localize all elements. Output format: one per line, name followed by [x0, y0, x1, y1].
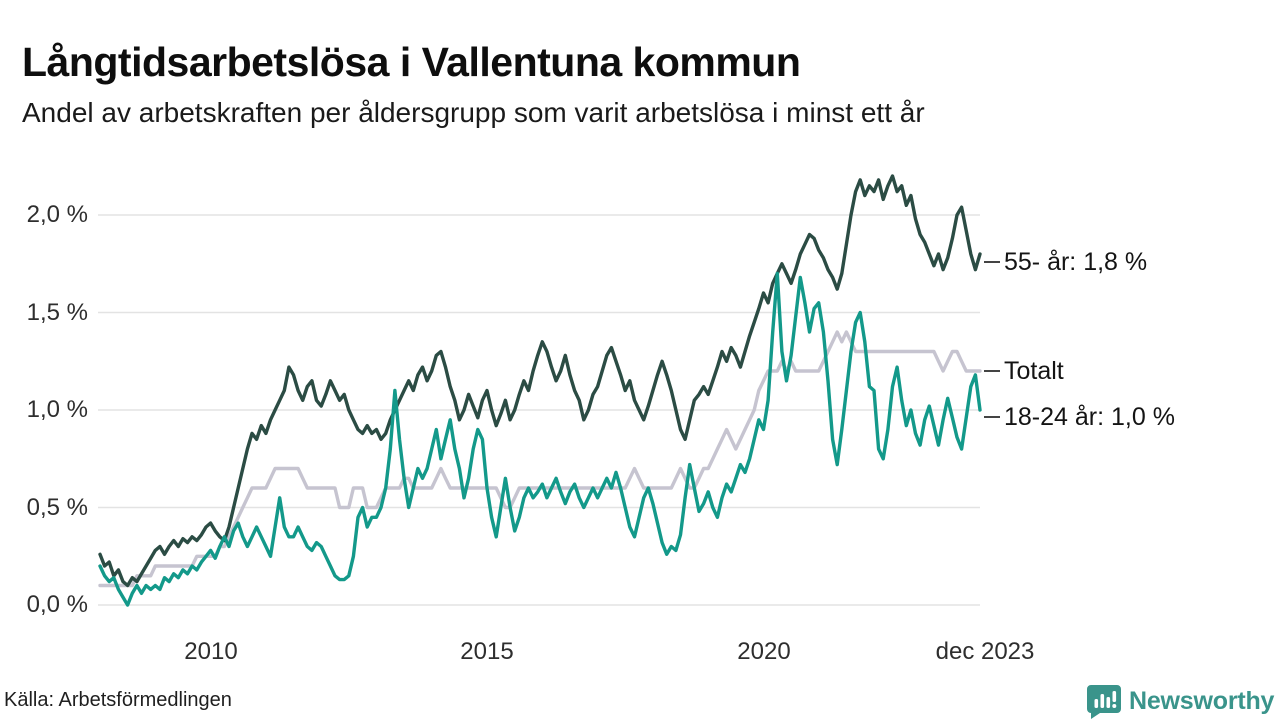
newsworthy-logo-text: Newsworthy [1129, 686, 1275, 715]
series-end-label-55: 55- år: 1,8 % [1004, 248, 1148, 276]
speech-bubble-bar-chart-icon [1086, 683, 1122, 719]
newsworthy-logo: Newsworthy [1086, 683, 1274, 719]
y-axis-tick-label: 0,5 % [26, 494, 88, 521]
y-axis-tick-label: 1,5 % [26, 299, 88, 326]
x-axis-tick-label: 2010 [184, 638, 238, 665]
series-end-label-totalt: Totalt [1004, 357, 1064, 385]
source-note: Källa: Arbetsförmedlingen [4, 689, 232, 711]
x-axis-tick-label: 2020 [737, 638, 791, 665]
x-axis-tick-label: 2015 [460, 638, 514, 665]
y-axis-tick-label: 2,0 % [26, 201, 88, 228]
y-axis-tick-label: 1,0 % [26, 396, 88, 423]
x-axis-tick-label: dec 2023 [935, 638, 1035, 665]
chart-title: Långtidsarbetslösa i Vallentuna kommun [22, 39, 801, 86]
series-end-label-18-24: 18-24 år: 1,0 % [1004, 403, 1175, 431]
chart-subtitle: Andel av arbetskraften per åldersgrupp s… [22, 97, 925, 128]
y-axis-tick-label: 0,0 % [26, 591, 88, 618]
